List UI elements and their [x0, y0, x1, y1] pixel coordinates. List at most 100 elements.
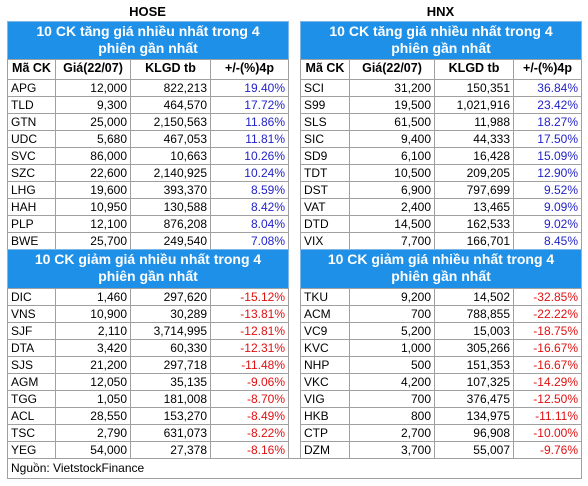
table-cell: 2,790 [55, 424, 131, 442]
table-cell: 8.42% [210, 198, 289, 216]
column-header: Giá(22/07) [349, 59, 435, 80]
table-cell: 9.09% [513, 198, 582, 216]
table-cell: VAT [300, 198, 350, 216]
table-cell: GTN [7, 113, 56, 131]
section-header: 10 CK giảm giá nhiều nhất trong 4 phiên … [300, 249, 582, 289]
table-cell: 8.45% [513, 232, 582, 250]
table-cell: 209,205 [434, 164, 514, 182]
table-cell: 376,475 [434, 390, 514, 408]
table-cell: PLP [7, 215, 56, 233]
table-cell: VKC [300, 373, 350, 391]
table-cell: VC9 [300, 322, 350, 340]
table-cell: 1,021,916 [434, 96, 514, 114]
table-cell: 15,003 [434, 322, 514, 340]
table-cell: 19.40% [210, 79, 289, 97]
table-cell: 23.42% [513, 96, 582, 114]
section-header: 10 CK giảm giá nhiều nhất trong 4 phiên … [7, 249, 289, 289]
table-cell: SLS [300, 113, 350, 131]
table-cell: 797,699 [434, 181, 514, 199]
table-cell: 1,460 [55, 288, 131, 306]
table-cell: TDT [300, 164, 350, 182]
table-cell: 16,428 [434, 147, 514, 165]
table-cell: 467,053 [130, 130, 211, 148]
table-cell: 44,333 [434, 130, 514, 148]
table-cell: 393,370 [130, 181, 211, 199]
table-cell: SD9 [300, 147, 350, 165]
table-cell: 788,855 [434, 305, 514, 323]
table-cell: 151,353 [434, 356, 514, 374]
table-cell: AGM [7, 373, 56, 391]
table-cell: SJF [7, 322, 56, 340]
table-cell: YEG [7, 441, 56, 459]
table-cell: 2,400 [349, 198, 435, 216]
column-header: Mã CK [300, 59, 350, 80]
section-header: 10 CK tăng giá nhiều nhất trong 4 phiên … [7, 21, 289, 60]
table-cell: -13.81% [210, 305, 289, 323]
table-cell: 249,540 [130, 232, 211, 250]
table-cell: DZM [300, 441, 350, 459]
table-cell: LHG [7, 181, 56, 199]
table-cell: 297,620 [130, 288, 211, 306]
table-cell: 36.84% [513, 79, 582, 97]
table-cell: 134,975 [434, 407, 514, 425]
table-cell: 9,200 [349, 288, 435, 306]
table-cell: 11,988 [434, 113, 514, 131]
table-cell: 28,550 [55, 407, 131, 425]
table-cell: 8.59% [210, 181, 289, 199]
table-cell: -14.29% [513, 373, 582, 391]
table-cell: 631,073 [130, 424, 211, 442]
table-cell: 2,140,925 [130, 164, 211, 182]
table-cell: 5,200 [349, 322, 435, 340]
table-cell: SVC [7, 147, 56, 165]
table-cell: 12.90% [513, 164, 582, 182]
table-cell: 10.26% [210, 147, 289, 165]
table-cell: VIX [300, 232, 350, 250]
table-cell: 21,200 [55, 356, 131, 374]
table-cell: 6,100 [349, 147, 435, 165]
table-cell: VIG [300, 390, 350, 408]
table-cell: 8.04% [210, 215, 289, 233]
table-cell: 700 [349, 390, 435, 408]
table-cell: TKU [300, 288, 350, 306]
table-cell: -10.00% [513, 424, 582, 442]
table-cell: 31,200 [349, 79, 435, 97]
table-cell: -9.76% [513, 441, 582, 459]
table-cell: 30,289 [130, 305, 211, 323]
table-cell: -8.16% [210, 441, 289, 459]
table-cell: APG [7, 79, 56, 97]
table-cell: 14,500 [349, 215, 435, 233]
table-cell: 1,050 [55, 390, 131, 408]
table-cell: -9.06% [210, 373, 289, 391]
table-cell: 14,502 [434, 288, 514, 306]
table-cell: 5,680 [55, 130, 131, 148]
table-cell: KVC [300, 339, 350, 357]
table-cell: SJS [7, 356, 56, 374]
source-note: Nguồn: VietstockFinance [7, 458, 582, 479]
table-cell: 700 [349, 305, 435, 323]
table-cell: -8.49% [210, 407, 289, 425]
table-cell: TGG [7, 390, 56, 408]
section-title: HNX [426, 4, 455, 19]
table-cell: S99 [300, 96, 350, 114]
table-cell: 2,150,563 [130, 113, 211, 131]
table-cell: -8.22% [210, 424, 289, 442]
table-cell: 15.09% [513, 147, 582, 165]
section-title: HOSE [129, 4, 166, 19]
table-cell: UDC [7, 130, 56, 148]
table-cell: 1,000 [349, 339, 435, 357]
table-cell: -11.11% [513, 407, 582, 425]
table-cell: 25,000 [55, 113, 131, 131]
table-cell: 10,663 [130, 147, 211, 165]
column-header: +/-(%)4p [513, 59, 582, 80]
table-cell: 500 [349, 356, 435, 374]
table-cell: 4,200 [349, 373, 435, 391]
table-cell: DST [300, 181, 350, 199]
table-cell: 3,420 [55, 339, 131, 357]
table-cell: -32.85% [513, 288, 582, 306]
table-cell: 10,900 [55, 305, 131, 323]
table-cell: -22.22% [513, 305, 582, 323]
table-cell: 150,351 [434, 79, 514, 97]
column-header: Mã CK [7, 59, 56, 80]
table-cell: 27,378 [130, 441, 211, 459]
